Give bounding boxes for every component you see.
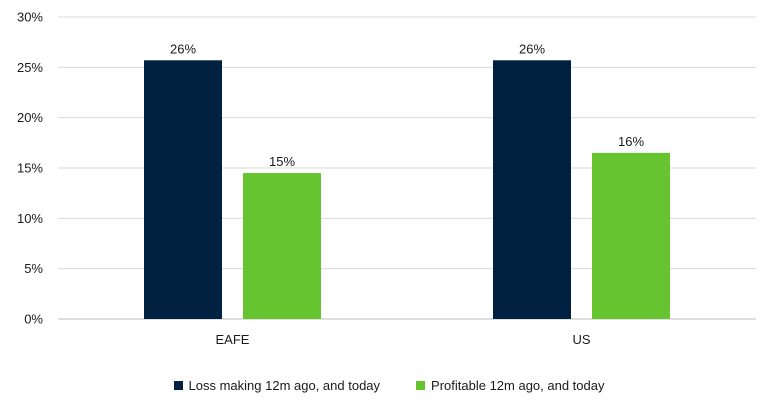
data-label: 16% (618, 134, 644, 149)
y-tick-label: 15% (17, 161, 43, 176)
data-label: 15% (269, 154, 295, 169)
legend-label-profitable: Profitable 12m ago, and today (431, 378, 605, 393)
legend: Loss making 12m ago, and today Profitabl… (0, 378, 778, 393)
data-label: 26% (170, 41, 196, 56)
bar (243, 173, 321, 319)
y-tick-label: 0% (24, 312, 43, 327)
y-tick-label: 30% (17, 10, 43, 25)
bar-chart: 0% 5% 10% 15% 20% 25% 30% 26% 15% EAFE 26% 16% US (17, 10, 756, 347)
bar (592, 152, 670, 319)
y-tick-label: 10% (17, 211, 43, 226)
y-tick-label: 5% (24, 261, 43, 276)
bar (144, 60, 222, 319)
y-tick-label: 20% (17, 110, 43, 125)
y-tick-label: 25% (17, 60, 43, 75)
legend-swatch-loss-making (173, 381, 183, 390)
legend-label-loss-making: Loss making 12m ago, and today (188, 378, 381, 393)
data-label: 26% (519, 41, 545, 56)
bar (493, 60, 571, 319)
x-category-label: EAFE (216, 332, 250, 347)
legend-item-profitable: Profitable 12m ago, and today (416, 378, 604, 393)
legend-item-loss-making: Loss making 12m ago, and today (173, 378, 381, 393)
x-category-label: US (572, 332, 590, 347)
legend-swatch-profitable (416, 381, 426, 390)
